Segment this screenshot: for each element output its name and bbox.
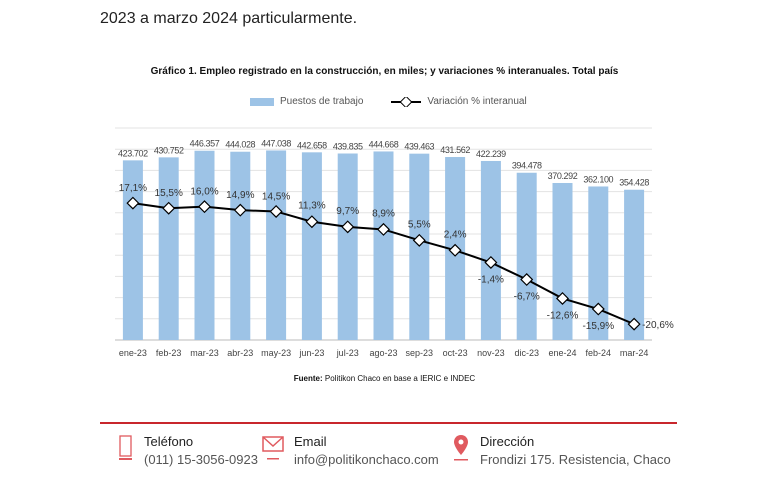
x-tick-label: nov-23 bbox=[477, 348, 505, 358]
line-point bbox=[376, 222, 391, 236]
source-label: Fuente: bbox=[293, 374, 323, 383]
bar bbox=[588, 186, 609, 340]
line-label: -12,6% bbox=[547, 310, 579, 321]
line-point bbox=[448, 243, 462, 257]
x-tick-label: feb-23 bbox=[156, 348, 182, 358]
line-point bbox=[197, 200, 212, 214]
line-label: 15,5% bbox=[155, 188, 183, 199]
bar bbox=[624, 189, 645, 340]
intro-text: 2023 a marzo 2024 particularmente. bbox=[100, 10, 358, 27]
contact-address: Dirección Frondizi 175. Resistencia, Chac… bbox=[452, 434, 671, 467]
line-label: -15,9% bbox=[582, 321, 614, 332]
legend-bar-label: Puestos de trabajo bbox=[280, 96, 364, 107]
legend-bar-swatch bbox=[250, 97, 274, 106]
line-point bbox=[341, 220, 355, 234]
x-tick-label: abr-23 bbox=[227, 348, 253, 358]
bar bbox=[373, 151, 394, 340]
phone-value[interactable]: (011) 15-3056-0923 bbox=[144, 452, 258, 467]
bar bbox=[122, 160, 143, 340]
line-label: 11,3% bbox=[298, 201, 326, 212]
bar bbox=[266, 150, 287, 340]
x-tick-label: mar-23 bbox=[190, 348, 219, 358]
bar-label: 444.028 bbox=[225, 140, 255, 150]
chart-plot: 423.702 ene-23 430.752 feb-23 446.357 mar-23 4… bbox=[115, 127, 674, 358]
x-tick-label: sep-23 bbox=[406, 348, 434, 358]
location-pin-icon bbox=[454, 435, 468, 461]
line-label: 9,7% bbox=[336, 206, 359, 217]
bar-label: 444.668 bbox=[369, 139, 399, 149]
mail-icon bbox=[262, 436, 284, 460]
bar bbox=[480, 160, 501, 340]
bar-label: 354.428 bbox=[619, 178, 649, 188]
line-label: -1,4% bbox=[478, 274, 504, 285]
x-tick-label: jul-23 bbox=[336, 348, 359, 358]
bar-label: 394.478 bbox=[512, 161, 542, 171]
bar bbox=[158, 157, 179, 340]
phone-label: Teléfono bbox=[144, 434, 194, 449]
x-tick-label: ago-23 bbox=[369, 348, 397, 358]
line-point bbox=[484, 255, 498, 269]
line-label: 14,9% bbox=[226, 190, 254, 201]
line-point bbox=[162, 201, 176, 215]
x-tick-label: oct-23 bbox=[443, 348, 468, 358]
bar-label: 439.835 bbox=[333, 142, 363, 152]
bar-label: 362.100 bbox=[583, 174, 613, 184]
line-point bbox=[520, 273, 534, 287]
bar-label: 442.658 bbox=[297, 140, 327, 150]
x-tick-label: mar-24 bbox=[620, 348, 649, 358]
legend-line-swatch bbox=[391, 96, 422, 107]
line-point bbox=[305, 215, 319, 229]
line-label: 16,0% bbox=[190, 187, 218, 198]
chart-source: Fuente: Politikon Chaco en base a IERIC … bbox=[0, 374, 769, 383]
line-point bbox=[269, 204, 283, 218]
email-value[interactable]: info@politikonchaco.com bbox=[294, 452, 439, 467]
line-label: -20,6% bbox=[642, 320, 674, 331]
bar-label: 431.562 bbox=[440, 145, 470, 155]
bar-label: 439.463 bbox=[404, 142, 434, 152]
x-tick-label: ene-23 bbox=[119, 348, 147, 358]
line-point bbox=[627, 317, 641, 331]
bar bbox=[301, 152, 322, 340]
line-point bbox=[591, 302, 605, 316]
line-label: 8,9% bbox=[372, 208, 395, 219]
bar bbox=[230, 151, 251, 340]
x-tick-label: ene-24 bbox=[548, 348, 576, 358]
chart-legend: Puestos de trabajo Variación % interanua… bbox=[250, 96, 527, 107]
contact-email: Email info@politikonchaco.com bbox=[262, 434, 439, 467]
bar-label: 446.357 bbox=[190, 139, 220, 149]
bar-label: 422.239 bbox=[476, 149, 506, 159]
line-point bbox=[126, 196, 140, 210]
line-label: 17,1% bbox=[119, 183, 147, 194]
line-label: 14,5% bbox=[262, 191, 290, 202]
chart-title: Gráfico 1. Empleo registrado en la const… bbox=[150, 66, 619, 77]
address-label: Dirección bbox=[480, 434, 535, 449]
x-tick-label: dic-23 bbox=[514, 348, 539, 358]
legend-bars: Puestos de trabajo bbox=[250, 96, 363, 107]
phone-icon bbox=[119, 435, 132, 460]
legend-line: Variación % interanual bbox=[391, 96, 527, 107]
x-tick-label: feb-24 bbox=[586, 348, 612, 358]
x-tick-label: jun-23 bbox=[298, 348, 324, 358]
contact-phone: Teléfono (011) 15-3056-0923 bbox=[118, 434, 258, 467]
bar bbox=[337, 153, 358, 340]
line-label: 5,5% bbox=[408, 219, 431, 230]
bar bbox=[194, 150, 215, 340]
bar-label: 370.292 bbox=[548, 171, 578, 181]
line-label: -6,7% bbox=[514, 292, 540, 303]
x-tick-label: may-23 bbox=[261, 348, 291, 358]
source-text: Politikon Chaco en base a IERIC e INDEC bbox=[324, 374, 476, 383]
footer-divider bbox=[100, 422, 677, 424]
line-point bbox=[233, 203, 247, 217]
bar bbox=[516, 172, 537, 340]
bar-label: 423.702 bbox=[118, 148, 148, 158]
line-point bbox=[555, 291, 570, 305]
address-value: Frondizi 175. Resistencia, Chaco bbox=[480, 452, 671, 467]
line-point bbox=[412, 233, 426, 247]
bar-label: 430.752 bbox=[154, 145, 184, 155]
legend-line-label: Variación % interanual bbox=[427, 96, 527, 107]
email-label: Email bbox=[294, 434, 327, 449]
bar-label: 447.038 bbox=[261, 138, 291, 148]
line-label: 2,4% bbox=[444, 229, 467, 240]
